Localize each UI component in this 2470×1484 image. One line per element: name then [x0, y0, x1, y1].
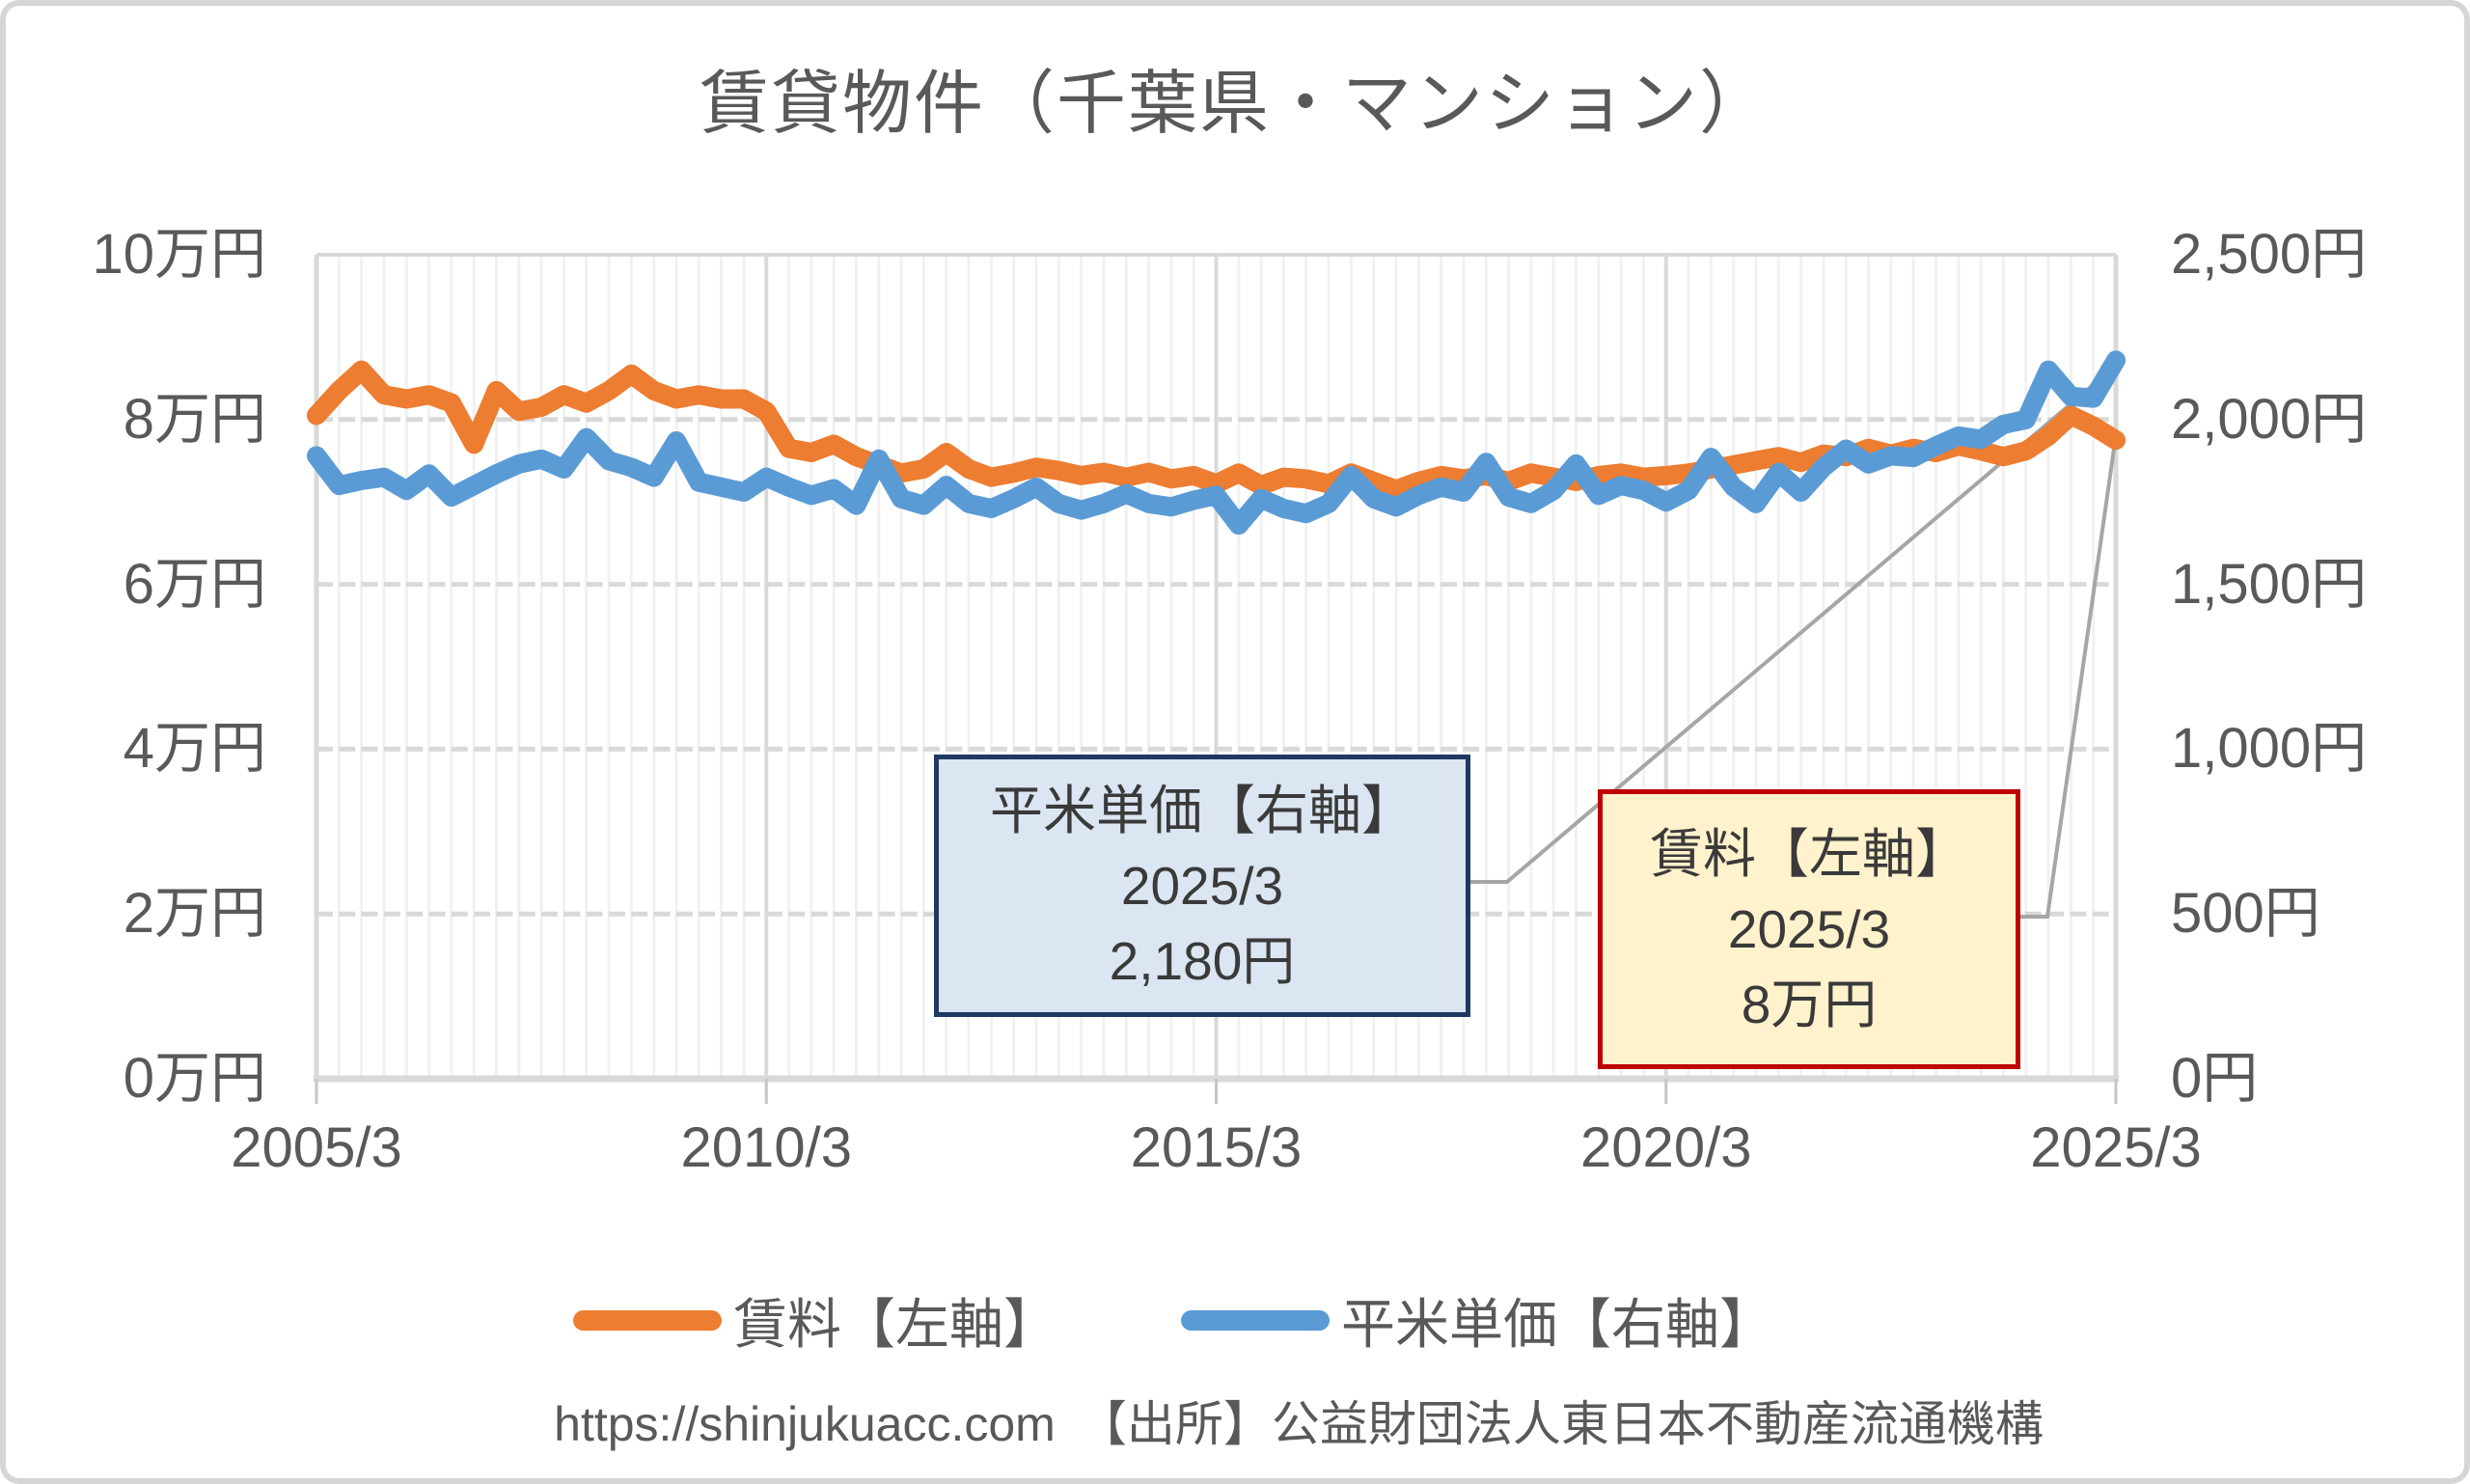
x-axis-label: 2020/3 [1580, 1116, 1752, 1179]
footer-source: 【出所】公益財団法人東日本不動産流通機構 [1078, 1397, 2044, 1451]
unit-price-series-line [307, 350, 2126, 536]
rent-callout-date: 2025/3 [1727, 898, 1891, 959]
legend-swatch [573, 1310, 722, 1331]
legend-label: 平米単価【右軸】 [1341, 1294, 1773, 1355]
rent-callout-box: 賃料【左軸】 2025/3 8万円 [1598, 789, 2020, 1069]
y-axis-label-left: 0万円 [123, 1047, 266, 1110]
y-axis-label-left: 6万円 [123, 552, 266, 616]
rent-series-line [307, 360, 2126, 500]
y-axis-label-right: 2,000円 [2171, 387, 2368, 451]
callout-leader-lines [1470, 363, 2119, 919]
footer-url: https://shinjukuacc.com [554, 1397, 1056, 1451]
unit-price-callout-title: 平米単価【右軸】 [989, 780, 1414, 840]
unit-price-callout-value: 2,180円 [1109, 931, 1296, 992]
y-axis-label-left: 2万円 [123, 882, 266, 946]
legend: 賃料【左軸】 平米単価【右軸】 [6, 1281, 2464, 1360]
x-axis-label: 2010/3 [680, 1116, 852, 1179]
legend-item: 賃料【左軸】 [573, 1281, 1057, 1360]
y-axis-label-left: 4万円 [123, 717, 266, 781]
rent-callout-value: 8万円 [1741, 975, 1878, 1035]
y-axis-label-right: 2,500円 [2171, 223, 2368, 286]
axis-tick-marks [315, 1079, 2118, 1104]
y-axis-label-right: 500円 [2171, 882, 2320, 946]
y-axis-label-right: 1,500円 [2171, 552, 2368, 616]
x-axis-label: 2025/3 [2030, 1116, 2202, 1179]
legend-label: 賃料【左軸】 [733, 1294, 1057, 1355]
x-axis-label: 2015/3 [1130, 1116, 1303, 1179]
legend-item: 平米単価【右軸】 [1181, 1281, 1773, 1360]
x-axis-label: 2005/3 [231, 1116, 402, 1179]
series-lines [307, 350, 2126, 536]
legend-swatch [1181, 1310, 1330, 1331]
y-axis-label-right: 0円 [2171, 1047, 2259, 1110]
y-axis-label-right: 1,000円 [2171, 717, 2368, 781]
unit-price-callout-date: 2025/3 [1120, 855, 1284, 916]
y-axis-label-left: 10万円 [92, 223, 266, 286]
y-axis-label-left: 8万円 [123, 387, 266, 451]
rent-callout-title: 賃料【左軸】 [1649, 823, 1968, 884]
footer: https://shinjukuacc.com 【出所】公益財団法人東日本不動産流… [6, 1386, 2464, 1455]
unit-price-callout-box: 平米単価【右軸】 2025/3 2,180円 [934, 755, 1470, 1017]
chart-title: 賃貸物件（千葉県・マンション） [699, 66, 1770, 143]
plot-area [307, 253, 2126, 1104]
